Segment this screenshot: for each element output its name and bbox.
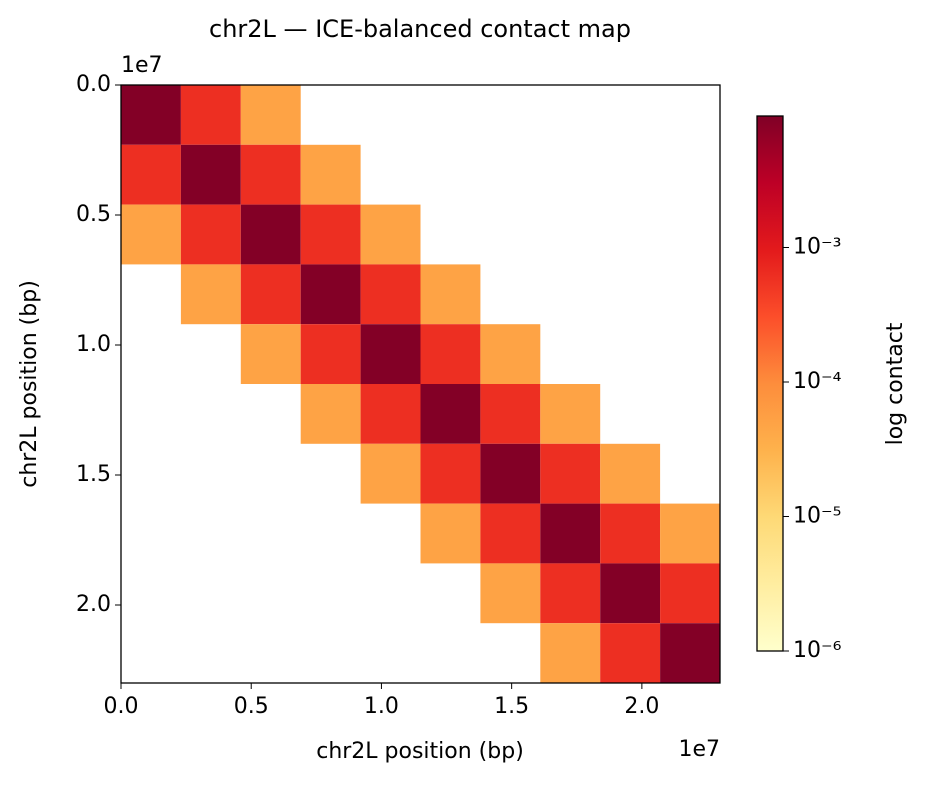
x-tick-label: 0.0 — [104, 694, 139, 719]
heatmap-cell — [300, 264, 361, 325]
heatmap-cell — [420, 503, 481, 564]
heatmap-cell — [180, 204, 241, 265]
heatmap-cell — [240, 324, 301, 384]
heatmap-cell — [660, 623, 720, 683]
x-offset-label: 1e7 — [678, 737, 720, 762]
heatmap-cell — [420, 264, 481, 325]
y-axis-label: chr2L position (bp) — [17, 280, 42, 488]
heatmap-cell — [300, 144, 361, 205]
heatmap-cell — [240, 144, 301, 205]
heatmap-cell — [360, 443, 421, 504]
y-tick-label: 0.5 — [76, 202, 111, 227]
heatmap-cell — [540, 503, 601, 564]
colorbar-tick-label: 10⁻³ — [793, 235, 841, 260]
heatmap-cell — [180, 264, 241, 325]
heatmap-cell — [540, 623, 601, 683]
heatmap-cell — [600, 623, 661, 683]
heatmap-cell — [420, 384, 481, 444]
heatmap-cell — [540, 563, 601, 624]
colorbar-tick-label: 10⁻⁶ — [793, 638, 842, 663]
heatmap-cell — [480, 563, 541, 624]
y-tick-label: 1.0 — [76, 332, 111, 357]
heatmap-cell — [121, 204, 181, 265]
colorbar — [756, 115, 784, 652]
heatmap-cell — [360, 264, 421, 325]
colorbar-tick-label: 10⁻⁵ — [793, 504, 841, 529]
heatmap-cell — [660, 563, 720, 624]
heatmap-cell — [540, 443, 601, 504]
x-axis-label: chr2L position (bp) — [316, 739, 524, 764]
chart-title: chr2L — ICE-balanced contact map — [209, 15, 631, 43]
heatmap-cell — [180, 144, 241, 205]
heatmap-cell — [480, 503, 541, 564]
colorbar-label: log contact — [883, 322, 908, 445]
heatmap-cell — [240, 204, 301, 265]
heatmap-cell — [420, 324, 481, 384]
heatmap-cell — [300, 384, 361, 444]
colorbar-tick-label: 10⁻⁴ — [793, 369, 842, 394]
heatmap-cell — [660, 503, 720, 564]
heatmap-cell — [180, 85, 241, 145]
heatmap-cell — [420, 443, 481, 504]
heatmap-cell — [121, 144, 181, 205]
heatmap-cell — [600, 443, 661, 504]
heatmap-cell — [600, 503, 661, 564]
heatmap-cell — [600, 563, 661, 624]
x-tick-label: 1.5 — [494, 694, 529, 719]
heatmap-cell — [360, 384, 421, 444]
heatmap-cell — [360, 204, 421, 265]
plot-frame — [120, 84, 721, 684]
y-offset-label: 1e7 — [121, 53, 163, 78]
heatmap-cell — [300, 204, 361, 265]
x-tick-label: 1.0 — [364, 694, 399, 719]
heatmap-cell — [360, 324, 421, 384]
y-tick-label: 2.0 — [76, 592, 111, 617]
heatmap-cell — [300, 324, 361, 384]
heatmap-cell — [240, 264, 301, 325]
x-tick-label: 2.0 — [624, 694, 659, 719]
heatmap-cell — [240, 85, 301, 145]
heatmap-cell — [480, 443, 541, 504]
heatmap-cell — [480, 384, 541, 444]
heatmap-cell — [121, 85, 181, 145]
y-tick-label: 1.5 — [76, 462, 111, 487]
heatmap-cell — [480, 324, 541, 384]
x-tick-label: 0.5 — [234, 694, 269, 719]
y-tick-label: 0.0 — [76, 72, 111, 97]
heatmap-cell — [540, 384, 601, 444]
